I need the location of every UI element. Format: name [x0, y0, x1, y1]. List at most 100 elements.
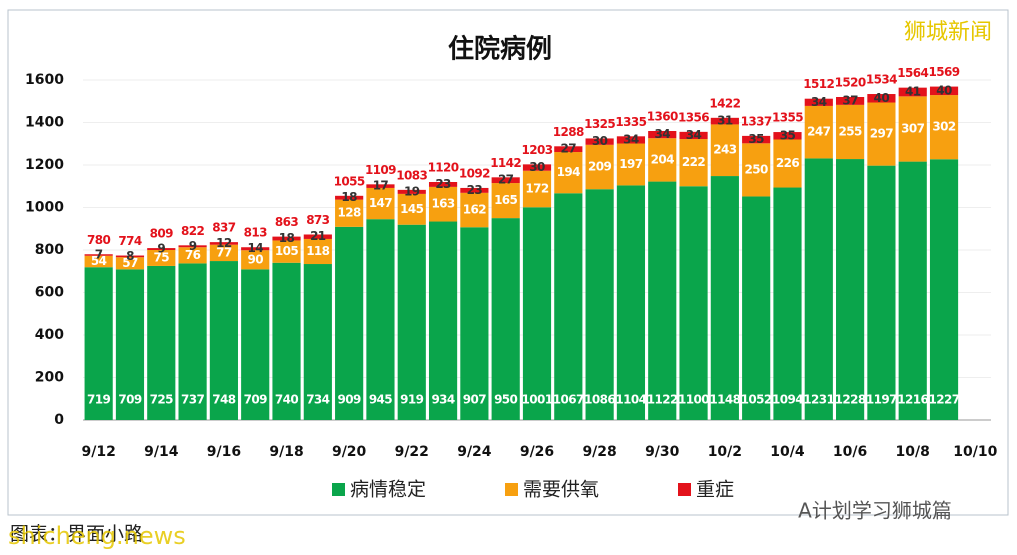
bar-segment	[178, 245, 207, 248]
bar-segment	[522, 170, 552, 208]
bar-segment	[585, 138, 614, 145]
data-label: 23	[467, 183, 483, 197]
data-label: 197	[619, 157, 642, 171]
total-label: 1092	[459, 166, 490, 180]
data-label: 250	[745, 162, 768, 176]
bar-segment	[742, 196, 771, 420]
data-label: 40	[936, 83, 952, 97]
bar-segment	[554, 152, 583, 194]
bar-segment	[147, 248, 176, 250]
data-label: 204	[651, 152, 674, 166]
data-label: 37	[842, 93, 858, 107]
bar-segment	[867, 102, 896, 166]
data-label: 1094	[772, 393, 803, 407]
data-label: 740	[275, 393, 298, 407]
bar-segment	[679, 139, 708, 187]
bar-segment	[428, 186, 458, 222]
bar-segment	[648, 181, 677, 420]
data-label: 1100	[678, 393, 709, 407]
data-label: 1067	[553, 393, 584, 407]
bar-segment	[115, 257, 145, 270]
x-tick-label: 10/4	[770, 444, 805, 460]
data-label: 40	[874, 91, 890, 105]
total-label: 774	[118, 234, 141, 248]
bar-segment	[804, 105, 833, 159]
bar-segment	[616, 136, 646, 144]
data-label: 1197	[866, 393, 897, 407]
data-label: 194	[557, 165, 580, 179]
total-label: 873	[306, 213, 329, 227]
total-label: 780	[87, 233, 110, 247]
bar-segment	[178, 247, 207, 264]
data-label: 255	[838, 124, 861, 138]
bar-segment	[773, 132, 802, 140]
data-label: 1104	[615, 393, 646, 407]
data-label: 18	[279, 231, 295, 245]
data-label: 105	[275, 244, 298, 258]
bar-segment	[491, 183, 520, 219]
bar-segment	[710, 124, 739, 177]
bar-segment	[929, 159, 959, 420]
data-label: 709	[118, 393, 141, 407]
bar-segment	[648, 131, 677, 139]
bar-segment	[397, 224, 426, 420]
data-label: 21	[310, 229, 326, 243]
x-tick-label: 9/20	[332, 444, 367, 460]
x-tick-label: 10/2	[708, 444, 742, 460]
data-label: 19	[404, 184, 420, 198]
bar-segment	[272, 236, 301, 241]
bar-segment	[491, 218, 520, 420]
bar-segment	[804, 98, 833, 106]
y-tick-label: 800	[35, 242, 64, 258]
bar-segment	[554, 193, 583, 420]
total-label: 1120	[428, 161, 459, 175]
bar-segment	[303, 238, 332, 265]
bar-segment	[209, 242, 238, 245]
y-tick-label: 400	[35, 327, 64, 343]
y-tick-label: 1000	[25, 200, 64, 216]
bar-segment	[742, 143, 771, 197]
bar-segment	[929, 86, 959, 96]
x-tick-label: 9/18	[269, 444, 303, 460]
y-tick-label: 600	[35, 285, 64, 301]
data-label: 163	[431, 197, 454, 211]
data-label: 75	[154, 250, 170, 264]
total-label: 822	[181, 224, 204, 238]
legend-swatch	[505, 483, 518, 496]
bar-segment	[272, 240, 301, 263]
bar-segment	[428, 182, 458, 187]
data-label: 18	[341, 190, 357, 204]
total-label: 1564	[897, 66, 928, 80]
total-label: 1355	[772, 111, 803, 125]
total-label: 1109	[365, 163, 396, 177]
x-tick-label: 9/26	[520, 444, 554, 460]
legend-label: 重症	[696, 479, 734, 501]
x-tick-label: 9/16	[207, 444, 241, 460]
legend-label: 病情稳定	[350, 479, 426, 501]
total-label: 1325	[584, 117, 615, 131]
total-label: 1203	[522, 143, 553, 157]
bar-segment	[836, 104, 865, 160]
bar-segment	[84, 267, 113, 420]
bar-segment	[648, 138, 677, 182]
bar-segment	[209, 244, 238, 262]
data-label: 1086	[584, 393, 615, 407]
bar-segment	[147, 265, 176, 420]
data-label: 709	[244, 393, 267, 407]
data-label: 147	[369, 196, 392, 210]
bar-segment	[679, 186, 708, 420]
bar-segment	[366, 187, 395, 220]
wechat-mark: A计划学习狮城篇	[798, 499, 952, 523]
bar-segment	[898, 87, 927, 97]
total-label: 1520	[835, 76, 866, 90]
data-label: 128	[338, 206, 361, 220]
data-label: 226	[776, 156, 799, 170]
total-label: 837	[212, 221, 235, 235]
data-label: 7	[95, 247, 103, 261]
bar-segment	[303, 264, 332, 420]
watermark: 狮城新闻	[904, 20, 992, 45]
bar-segment	[272, 262, 301, 420]
bar-segment	[522, 207, 552, 420]
bar-segment	[522, 164, 552, 171]
